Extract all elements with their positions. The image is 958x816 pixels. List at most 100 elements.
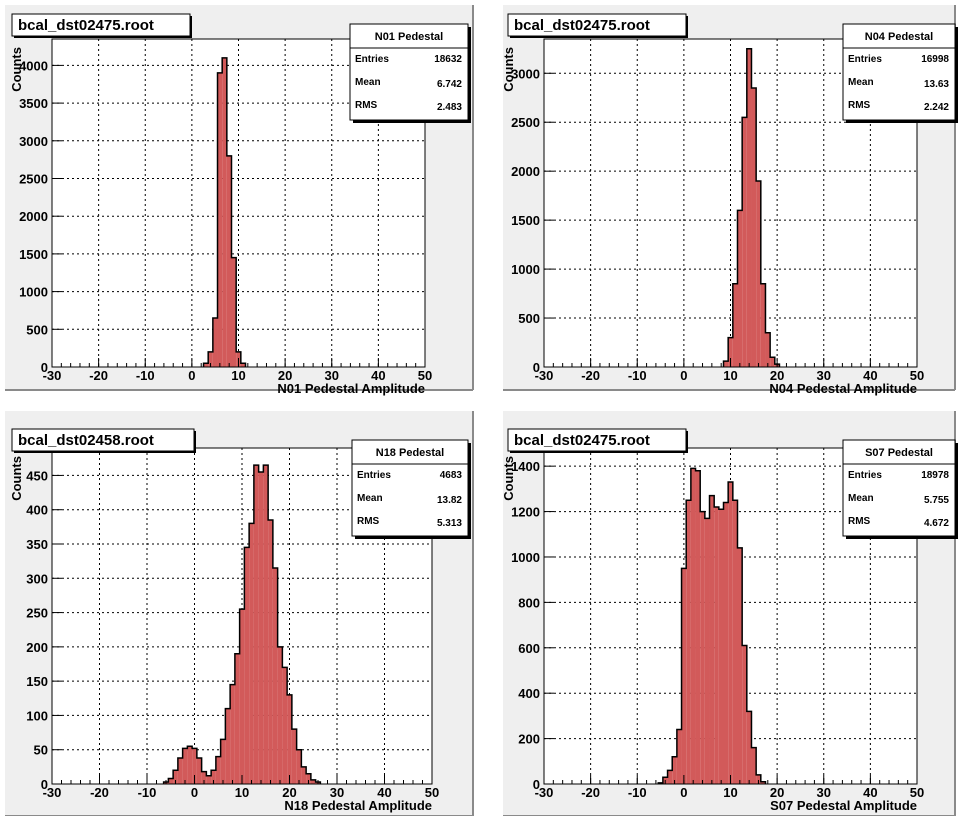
y-tick-label: 0 bbox=[41, 360, 48, 375]
histogram-bin bbox=[215, 756, 221, 784]
histogram-bin bbox=[277, 646, 283, 784]
stats-box bbox=[351, 439, 469, 537]
x-tick-label: 50 bbox=[910, 368, 924, 383]
x-tick-label: 10 bbox=[235, 785, 249, 800]
x-tick-label: 50 bbox=[425, 785, 439, 800]
histogram-bin bbox=[704, 518, 710, 784]
histogram-bin bbox=[203, 363, 209, 367]
histogram-bin bbox=[746, 711, 752, 784]
histogram-bin bbox=[723, 361, 729, 367]
file-title: bcal_dst02458.root bbox=[18, 432, 154, 449]
x-tick-label: 30 bbox=[817, 368, 831, 383]
x-tick-label: -30 bbox=[43, 785, 62, 800]
x-tick-label: 40 bbox=[377, 785, 391, 800]
histogram-bin bbox=[737, 547, 743, 784]
y-tick-label: 200 bbox=[518, 732, 540, 747]
y-tick-label: 0 bbox=[533, 360, 540, 375]
histogram-bin bbox=[272, 568, 278, 784]
y-axis-label: Counts bbox=[501, 456, 516, 501]
stats-entries-label: Entries bbox=[848, 54, 882, 65]
y-tick-label: 350 bbox=[26, 537, 48, 552]
histogram-bin bbox=[732, 500, 738, 784]
x-tick-label: 40 bbox=[863, 785, 877, 800]
y-tick-label: 150 bbox=[26, 674, 48, 689]
y-tick-label: 1000 bbox=[19, 285, 48, 300]
histogram-bin bbox=[225, 708, 231, 784]
x-tick-label: 40 bbox=[371, 368, 385, 383]
histogram-outline bbox=[657, 467, 767, 784]
histogram-bin bbox=[742, 117, 747, 367]
histogram-bin bbox=[196, 757, 202, 784]
y-tick-label: 0 bbox=[41, 777, 48, 792]
histogram-outline bbox=[162, 464, 322, 784]
histogram-bin bbox=[695, 470, 701, 784]
stats-mean-value: 13.63 bbox=[924, 79, 949, 90]
stats-name: S07 Pedestal bbox=[865, 447, 933, 459]
stats-name: N01 Pedestal bbox=[375, 31, 443, 43]
histogram-bin bbox=[728, 337, 733, 367]
x-tick-label: -20 bbox=[581, 368, 600, 383]
histogram-bin bbox=[770, 357, 775, 367]
stats-mean-label: Mean bbox=[848, 77, 874, 88]
x-tick-label: 0 bbox=[680, 785, 687, 800]
y-tick-label: 1500 bbox=[511, 213, 540, 228]
x-tick-label: 20 bbox=[282, 785, 296, 800]
y-axis-label: Counts bbox=[9, 47, 24, 92]
stats-rms-label: RMS bbox=[357, 516, 380, 527]
histogram-panel-2: -30 -20 -10 0 10 20 30 40 5005001000150020002500… bbox=[501, 5, 958, 396]
histogram-bin bbox=[287, 694, 292, 784]
x-axis-label: S07 Pedestal Amplitude bbox=[770, 798, 917, 813]
y-tick-label: 2000 bbox=[511, 164, 540, 179]
stats-name: N04 Pedestal bbox=[865, 31, 933, 43]
stats-entries-label: Entries bbox=[848, 470, 882, 481]
histogram-bin bbox=[187, 746, 193, 784]
x-tick-label: -10 bbox=[138, 785, 157, 800]
histogram-bin bbox=[291, 729, 297, 784]
stats-box bbox=[842, 439, 956, 537]
y-tick-label: 1500 bbox=[19, 247, 48, 262]
histogram-bin bbox=[737, 210, 743, 367]
title-box bbox=[507, 428, 687, 452]
histogram-bin bbox=[253, 465, 259, 784]
histogram-bin bbox=[667, 770, 673, 784]
stats-mean-value: 6.742 bbox=[437, 79, 462, 90]
x-tick-label: 20 bbox=[770, 785, 784, 800]
histogram-bin bbox=[212, 317, 218, 367]
histogram-bin bbox=[173, 770, 178, 784]
histogram-bin bbox=[182, 748, 188, 784]
histogram-bin bbox=[732, 283, 738, 367]
histogram-bin bbox=[282, 667, 288, 784]
histogram-bin bbox=[220, 739, 226, 784]
histogram-bin bbox=[201, 771, 207, 784]
stats-entries-label: Entries bbox=[355, 54, 389, 65]
histogram-bin bbox=[690, 468, 696, 784]
histogram-bin bbox=[240, 363, 246, 367]
y-tick-label: 2500 bbox=[19, 171, 48, 186]
stats-mean-label: Mean bbox=[355, 77, 381, 88]
x-tick-label: 40 bbox=[863, 368, 877, 383]
y-tick-label: 50 bbox=[34, 743, 48, 758]
histogram-bin bbox=[234, 653, 240, 784]
stats-entries-value: 18632 bbox=[434, 54, 462, 65]
histogram-bin bbox=[249, 523, 254, 784]
histogram-outline bbox=[722, 48, 781, 367]
y-tick-label: 3000 bbox=[511, 66, 540, 81]
x-tick-label: -10 bbox=[136, 368, 155, 383]
stats-mean-label: Mean bbox=[848, 493, 874, 504]
histogram-bin bbox=[239, 609, 245, 784]
x-tick-label: 0 bbox=[191, 785, 198, 800]
x-tick-label: 20 bbox=[770, 368, 784, 383]
stats-name: N18 Pedestal bbox=[376, 447, 444, 459]
y-tick-label: 300 bbox=[26, 571, 48, 586]
histogram-bin bbox=[765, 332, 771, 367]
histogram-bin bbox=[192, 748, 197, 784]
x-tick-label: 0 bbox=[680, 368, 687, 383]
y-tick-label: 2500 bbox=[511, 115, 540, 130]
x-tick-label: -30 bbox=[43, 368, 62, 383]
x-tick-label: -10 bbox=[628, 785, 647, 800]
histogram-bin bbox=[751, 747, 757, 784]
histogram-bin bbox=[718, 509, 724, 784]
y-tick-label: 250 bbox=[26, 606, 48, 621]
stats-rms-value: 2.483 bbox=[437, 102, 462, 113]
x-tick-label: 30 bbox=[325, 368, 339, 383]
